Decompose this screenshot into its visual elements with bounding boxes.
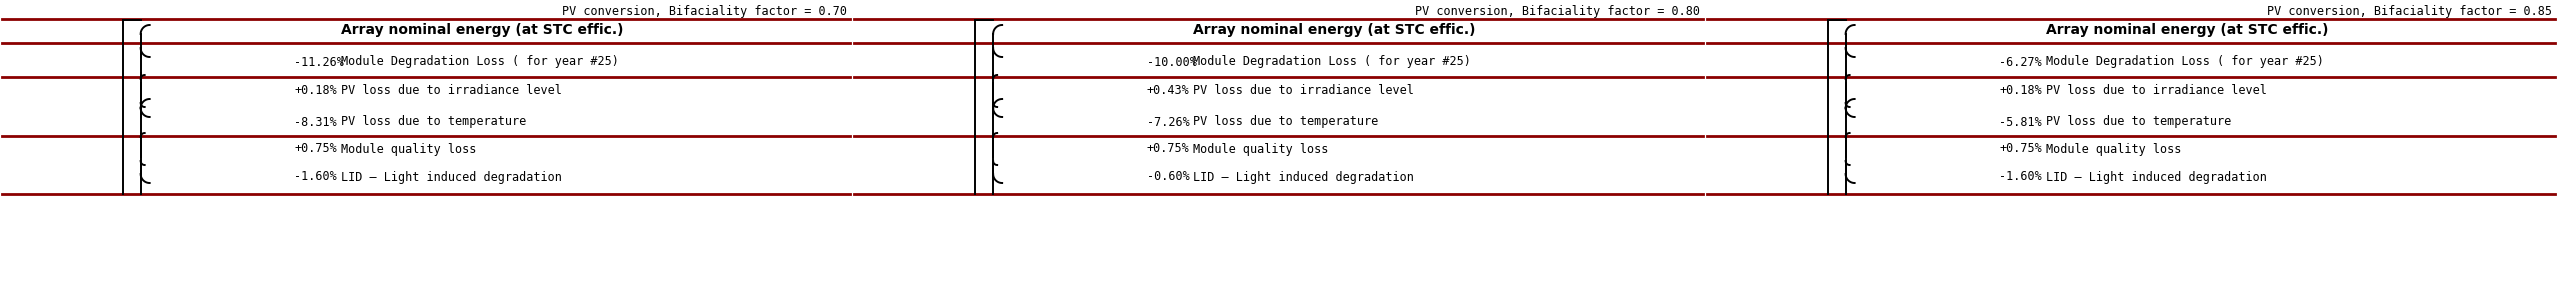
Text: -11.26%: -11.26%: [294, 55, 343, 69]
Text: Module quality loss: Module quality loss: [1193, 143, 1329, 156]
Text: Array nominal energy (at STC effic.): Array nominal energy (at STC effic.): [1193, 23, 1477, 37]
Text: PV conversion, Bifaciality factor = 0.80: PV conversion, Bifaciality factor = 0.80: [1416, 5, 1700, 18]
Text: +0.18%: +0.18%: [294, 84, 338, 98]
Text: -0.60%: -0.60%: [1147, 170, 1190, 183]
Text: Module quality loss: Module quality loss: [2045, 143, 2181, 156]
Text: PV loss due to temperature: PV loss due to temperature: [2045, 115, 2232, 129]
Text: -8.31%: -8.31%: [294, 115, 338, 129]
Text: +0.43%: +0.43%: [1147, 84, 1190, 98]
Text: +0.18%: +0.18%: [1999, 84, 2043, 98]
Text: PV conversion, Bifaciality factor = 0.70: PV conversion, Bifaciality factor = 0.70: [563, 5, 847, 18]
Text: +0.75%: +0.75%: [294, 143, 338, 156]
Text: +0.75%: +0.75%: [1999, 143, 2043, 156]
Text: Array nominal energy (at STC effic.): Array nominal energy (at STC effic.): [340, 23, 625, 37]
Text: PV loss due to irradiance level: PV loss due to irradiance level: [2045, 84, 2266, 98]
Text: PV conversion, Bifaciality factor = 0.85: PV conversion, Bifaciality factor = 0.85: [2268, 5, 2552, 18]
Text: Module quality loss: Module quality loss: [340, 143, 476, 156]
Text: Module Degradation Loss ( for year #25): Module Degradation Loss ( for year #25): [1193, 55, 1472, 69]
Text: -6.27%: -6.27%: [1999, 55, 2043, 69]
Text: +0.75%: +0.75%: [1147, 143, 1190, 156]
Text: LID – Light induced degradation: LID – Light induced degradation: [2045, 170, 2266, 183]
Text: PV loss due to temperature: PV loss due to temperature: [340, 115, 527, 129]
Text: -1.60%: -1.60%: [1999, 170, 2043, 183]
Text: LID – Light induced degradation: LID – Light induced degradation: [340, 170, 561, 183]
Text: -1.60%: -1.60%: [294, 170, 338, 183]
Text: Array nominal energy (at STC effic.): Array nominal energy (at STC effic.): [2045, 23, 2330, 37]
Text: PV loss due to irradiance level: PV loss due to irradiance level: [340, 84, 561, 98]
Text: Module Degradation Loss ( for year #25): Module Degradation Loss ( for year #25): [340, 55, 620, 69]
Text: Module Degradation Loss ( for year #25): Module Degradation Loss ( for year #25): [2045, 55, 2324, 69]
Text: -7.26%: -7.26%: [1147, 115, 1190, 129]
Text: -10.00%: -10.00%: [1147, 55, 1196, 69]
Text: LID – Light induced degradation: LID – Light induced degradation: [1193, 170, 1413, 183]
Text: PV loss due to irradiance level: PV loss due to irradiance level: [1193, 84, 1413, 98]
Text: PV loss due to temperature: PV loss due to temperature: [1193, 115, 1380, 129]
Text: -5.81%: -5.81%: [1999, 115, 2043, 129]
